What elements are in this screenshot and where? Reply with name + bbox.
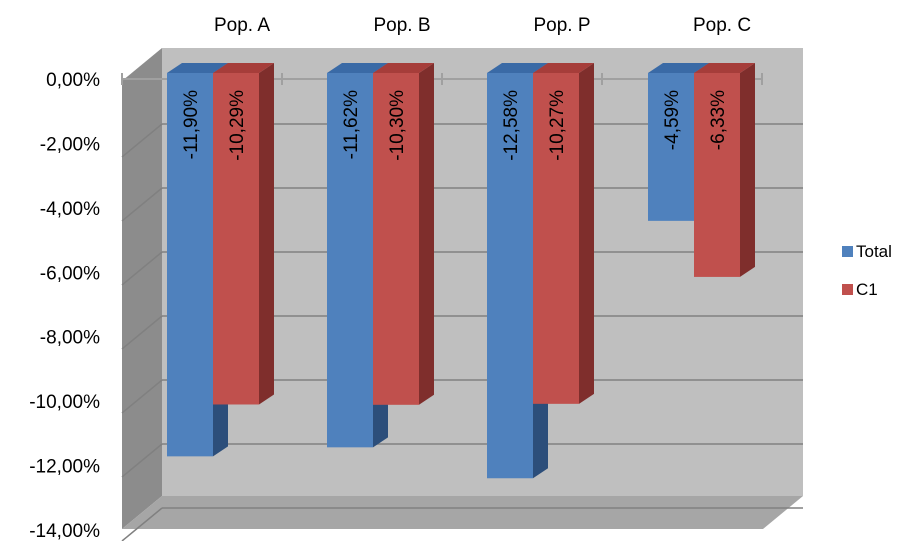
bar-top-face	[533, 63, 594, 73]
bar-front-face	[487, 73, 533, 479]
legend-label: C1	[856, 280, 878, 299]
bar-front-face	[373, 73, 419, 405]
bars: -11,90% -11,62% -12,58% -4,59% -10,29% -10,30…	[167, 63, 755, 479]
data-label: -11,62%	[341, 90, 362, 159]
data-label: -10,29%	[227, 90, 248, 161]
bar-top-face	[213, 63, 274, 73]
gridline-side	[121, 443, 163, 478]
legend: Total C1	[842, 242, 892, 299]
bar-c1-2: -10,27%	[533, 63, 594, 404]
legend-swatch	[842, 246, 853, 257]
bar-side-face	[740, 63, 755, 277]
y-tick-label: -6,00%	[40, 263, 100, 284]
gridline-side	[121, 379, 163, 414]
legend-swatch	[842, 284, 853, 295]
bar-side-face	[419, 63, 434, 405]
y-tick-label: 0,00%	[46, 70, 100, 91]
bar-side-face	[579, 63, 594, 404]
gridline-side	[121, 315, 163, 350]
bar-top-face	[327, 63, 388, 73]
bar-top-face	[373, 63, 434, 73]
bar-front-face	[213, 73, 259, 405]
bar-top-face	[167, 63, 228, 73]
y-tick-label: -14,00%	[29, 521, 100, 541]
bar-front-face	[533, 73, 579, 404]
data-label: -10,30%	[387, 90, 408, 161]
y-axis-labels: 0,00% -2,00% -4,00% -6,00% -8,00% -10,00% -12,…	[29, 70, 100, 541]
bar-side-face	[259, 63, 274, 405]
bar-front-face	[648, 73, 694, 221]
bar-top-face	[648, 63, 709, 73]
bar-c1-3: -6,33%	[694, 63, 755, 277]
gridline-side	[121, 251, 163, 286]
bar-top-face	[487, 63, 548, 73]
category-label: Pop. B	[373, 15, 430, 36]
category-label: Pop. P	[533, 15, 590, 36]
y-tick-label: -10,00%	[29, 392, 100, 413]
bar-front-face	[327, 73, 373, 448]
category-labels: Pop. A Pop. B Pop. P Pop. C	[214, 15, 751, 36]
data-label: -6,33%	[708, 90, 729, 150]
data-label: -10,27%	[547, 90, 568, 161]
gridline-side	[121, 507, 163, 541]
category-label: Pop. A	[214, 15, 270, 36]
gridline-side	[121, 187, 163, 222]
data-label: -11,90%	[181, 90, 202, 159]
bar-c1-0: -10,29%	[213, 63, 274, 405]
bar-c1-1: -10,30%	[373, 63, 434, 405]
data-label: -12,58%	[501, 90, 522, 161]
side-wall	[122, 48, 162, 529]
bar-front-face	[167, 73, 213, 457]
floor	[122, 496, 803, 529]
y-tick-label: -2,00%	[40, 134, 100, 155]
y-tick-label: -8,00%	[40, 328, 100, 349]
data-label: -4,59%	[662, 90, 683, 150]
y-tick-label: -4,00%	[40, 199, 100, 220]
gridline-side	[121, 123, 163, 158]
category-label: Pop. C	[693, 15, 751, 36]
legend-label: Total	[856, 242, 892, 261]
bar-top-face	[694, 63, 755, 73]
bar-front-face	[694, 73, 740, 277]
y-tick-label: -12,00%	[29, 457, 100, 478]
